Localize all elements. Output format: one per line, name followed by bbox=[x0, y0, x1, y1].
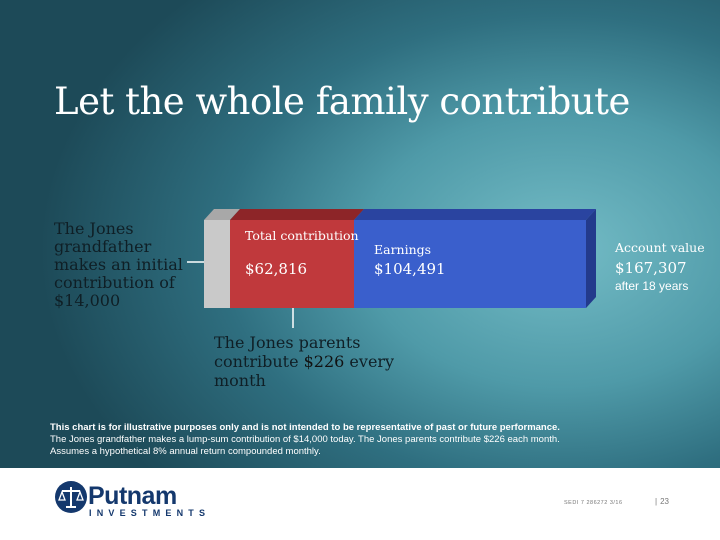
page-number: | 23 bbox=[655, 497, 669, 506]
account-value-block: Account value $167,307 after 18 years bbox=[615, 240, 705, 293]
page-number-value: 23 bbox=[660, 497, 669, 506]
account-value-note: after 18 years bbox=[615, 279, 689, 293]
parents-text-prefix: The Jones parents contribute bbox=[214, 333, 361, 371]
slide-title: Let the whole family contribute bbox=[54, 80, 630, 123]
account-value-label: Account value bbox=[615, 240, 705, 255]
footer bbox=[0, 468, 720, 540]
grey-segment bbox=[204, 220, 230, 308]
total-contribution-label: Total contribution bbox=[245, 228, 359, 243]
disclaimer-bold: This chart is for illustrative purposes … bbox=[50, 422, 560, 433]
scales-of-justice-icon bbox=[55, 481, 87, 513]
parents-text-suffix: every month bbox=[214, 352, 395, 390]
earnings-value: $104,491 bbox=[374, 260, 446, 278]
blue-segment-top bbox=[354, 209, 596, 220]
red-segment bbox=[230, 220, 354, 308]
grey-segment-top bbox=[204, 209, 240, 220]
blue-segment bbox=[354, 220, 586, 308]
disclaimer-line-2: The Jones grandfather makes a lump-sum c… bbox=[50, 434, 560, 445]
disclaimer: This chart is for illustrative purposes … bbox=[50, 422, 690, 458]
grandfather-callout: The Jones grandfather makes an initial c… bbox=[54, 219, 183, 310]
account-value-amount: $167,307 bbox=[615, 259, 687, 277]
parents-callout: The Jones parents contribute $226 every … bbox=[214, 333, 414, 390]
document-code: SEDI 7 286272 3/16 bbox=[564, 500, 623, 506]
red-segment-top bbox=[230, 209, 364, 220]
slide-background: Let the whole family contribute The Jone… bbox=[0, 0, 720, 468]
total-contribution-value: $62,816 bbox=[245, 260, 308, 278]
brand-name: Putnam bbox=[88, 482, 177, 510]
earnings-label: Earnings bbox=[374, 242, 432, 257]
parents-amount: $226 bbox=[303, 352, 345, 371]
contribution-bar bbox=[204, 209, 596, 308]
disclaimer-line-3: Assumes a hypothetical 8% annual return … bbox=[50, 446, 321, 457]
brand-subtitle: INVESTMENTS bbox=[89, 508, 211, 518]
blue-segment-side bbox=[586, 209, 596, 308]
